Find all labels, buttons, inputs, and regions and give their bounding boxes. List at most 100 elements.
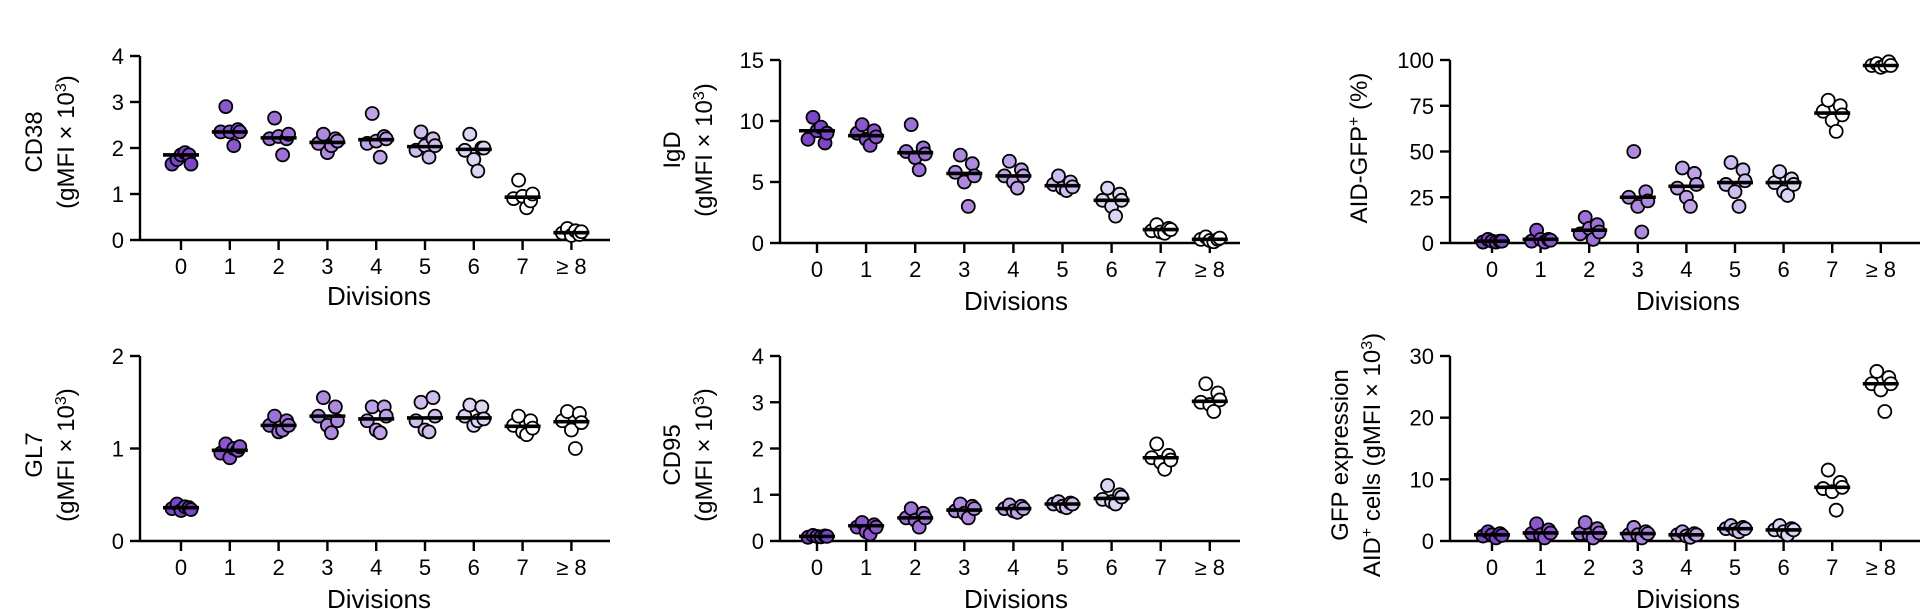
- x-axis-label: Divisions: [327, 584, 431, 609]
- y-tick-label: 30: [1410, 344, 1434, 369]
- data-point: [1786, 177, 1801, 192]
- x-tick-label: 4: [370, 254, 382, 279]
- x-axis-label: Divisions: [964, 286, 1068, 316]
- x-tick-label: 2: [1583, 257, 1595, 282]
- x-tick-label: 1: [860, 257, 872, 282]
- data-point: [218, 99, 234, 114]
- x-tick-label: 7: [1155, 257, 1167, 282]
- x-tick-label: 0: [811, 257, 823, 282]
- data-point: [372, 425, 388, 441]
- data-point: [267, 110, 283, 126]
- data-point: [364, 106, 380, 121]
- x-tick-label: 5: [1729, 257, 1741, 282]
- data-point: [564, 422, 579, 438]
- data-point: [315, 126, 331, 142]
- data-point: [364, 399, 380, 415]
- data-point: [903, 117, 919, 133]
- data-point: [1002, 153, 1017, 169]
- x-tick-label: 6: [468, 254, 480, 279]
- data-point: [462, 126, 478, 142]
- data-point: [275, 147, 291, 163]
- y-axis-label-units: (gMFI × 103): [691, 83, 718, 217]
- y-axis-label: GL7: [21, 432, 48, 477]
- data-point: [1683, 198, 1698, 214]
- x-axis-label: Divisions: [1636, 584, 1740, 609]
- data-point: [1163, 452, 1179, 468]
- y-tick-label: 10: [740, 109, 764, 134]
- data-point: [462, 397, 478, 413]
- x-tick-label: 1: [1534, 257, 1546, 282]
- y-axis-label-units: (gMFI × 103): [691, 388, 718, 522]
- panel-aid-gfp: AID-GFP+ (%) Divisions 0 25 50 75 100 0 1 2 3 4 5 6…: [1346, 48, 1920, 316]
- x-tick-label: 2: [909, 555, 921, 580]
- data-point: [1198, 376, 1214, 392]
- x-tick-label: ≥ 8: [556, 254, 586, 279]
- data-point: [525, 420, 540, 436]
- x-axis-label: Divisions: [1636, 286, 1740, 316]
- data-point: [819, 125, 835, 141]
- y-tick-label: 75: [1410, 94, 1434, 119]
- data-point: [1780, 188, 1795, 203]
- x-tick-label: 4: [1680, 555, 1692, 580]
- x-tick-label: 3: [321, 254, 333, 279]
- y-tick-label: 5: [752, 170, 764, 195]
- data-point: [183, 502, 199, 517]
- data-point: [327, 399, 343, 415]
- panel-cd95: CD95 (gMFI × 103) Divisions 0 1 2 3 4 0 1 2 3 4 5 6…: [659, 344, 1240, 609]
- data-point: [800, 131, 816, 147]
- x-tick-label: 5: [419, 555, 431, 580]
- x-tick-label: 7: [1826, 257, 1838, 282]
- y-axis-label: IgD: [659, 131, 686, 168]
- x-tick-label: 1: [1534, 555, 1546, 580]
- x-tick-label: 3: [1632, 555, 1644, 580]
- y-tick-label: 4: [112, 44, 124, 69]
- data-point: [1869, 364, 1885, 379]
- x-tick-label: 0: [811, 555, 823, 580]
- y-axis-label-units: (gMFI × 103): [53, 388, 80, 522]
- x-tick-label: 3: [958, 257, 970, 282]
- y-tick-label: 50: [1410, 140, 1434, 165]
- data-point: [323, 425, 339, 441]
- data-point: [226, 138, 242, 154]
- data-point: [854, 117, 870, 133]
- x-tick-label: 5: [1729, 555, 1741, 580]
- data-point: [1820, 462, 1836, 478]
- data-point: [964, 156, 980, 172]
- data-point: [1675, 160, 1690, 176]
- y-tick-label: 2: [112, 136, 124, 161]
- y-tick-label: 3: [112, 90, 124, 115]
- y-axis-label: CD38: [21, 111, 48, 172]
- data-point: [267, 408, 283, 424]
- data-point: [1010, 180, 1025, 196]
- x-tick-label: 6: [1777, 257, 1789, 282]
- x-tick-label: 0: [175, 254, 187, 279]
- data-point: [805, 109, 821, 125]
- data-point: [1731, 198, 1747, 214]
- x-axis-label: Divisions: [964, 584, 1068, 609]
- x-tick-label: 5: [1056, 555, 1068, 580]
- x-tick-label: 1: [224, 555, 236, 580]
- data-point: [960, 198, 976, 214]
- x-tick-label: 5: [419, 254, 431, 279]
- data-point: [1772, 164, 1787, 180]
- y-axis-label-units: AID+ cells (gMFI × 103): [1359, 333, 1386, 577]
- panel-gfp-expression: GFP expression AID+ cells (gMFI × 103) D…: [1327, 333, 1920, 609]
- data-point: [421, 424, 437, 440]
- x-tick-label: 2: [272, 254, 284, 279]
- x-tick-label: 2: [1583, 555, 1595, 580]
- y-axis-label: AID-GFP+ (%): [1346, 73, 1373, 224]
- x-tick-label: ≥ 8: [1866, 257, 1896, 282]
- data-point: [474, 399, 490, 415]
- y-tick-label: 0: [112, 529, 124, 554]
- data-point: [1626, 144, 1642, 159]
- data-point: [1100, 180, 1115, 196]
- y-tick-label: 2: [752, 437, 764, 462]
- data-point: [1727, 184, 1743, 200]
- y-tick-label: 15: [740, 48, 764, 73]
- y-tick-label: 3: [752, 390, 764, 415]
- x-tick-label: 0: [175, 555, 187, 580]
- y-tick-label: 20: [1410, 406, 1434, 431]
- x-tick-label: 6: [468, 555, 480, 580]
- x-tick-label: 6: [1777, 555, 1789, 580]
